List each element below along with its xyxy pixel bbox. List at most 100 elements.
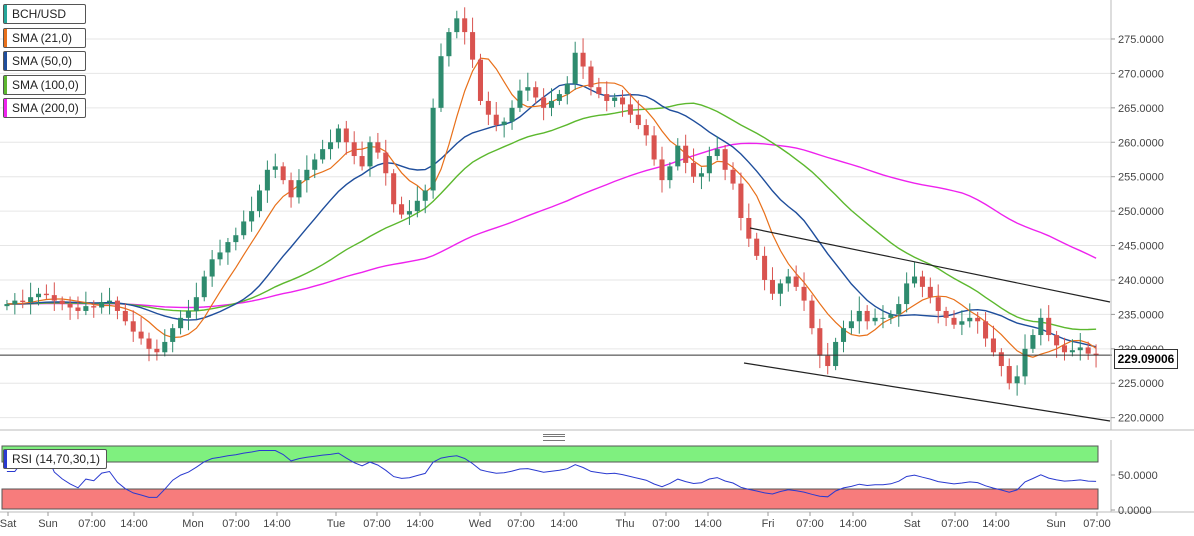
candle-body xyxy=(296,180,302,198)
candle-body xyxy=(4,304,10,307)
candle-body xyxy=(241,221,247,236)
candle-body xyxy=(1069,350,1075,353)
price-tick-label: 255.0000 xyxy=(1118,172,1164,184)
time-tick-label: Sat xyxy=(904,518,921,530)
candle-body xyxy=(667,166,673,181)
candle-body xyxy=(1022,348,1028,377)
rsi-line xyxy=(6,450,1097,498)
time-tick-label: Sat xyxy=(0,518,16,530)
candle-body xyxy=(272,166,278,170)
candle-body xyxy=(193,297,199,311)
candle-body xyxy=(541,97,547,108)
time-tick-label: 07:00 xyxy=(507,518,535,530)
candle-body xyxy=(683,145,689,163)
legend-sma-200[interactable]: SMA (200,0) xyxy=(3,98,86,118)
candle-body xyxy=(762,255,768,280)
legend-sma-100[interactable]: SMA (100,0) xyxy=(3,74,86,95)
time-tick-label: Fri xyxy=(762,518,775,530)
pane-resize-handle[interactable] xyxy=(543,434,565,441)
candle-body xyxy=(51,295,57,301)
candle-body xyxy=(935,297,941,311)
price-tick-label: 225.0000 xyxy=(1118,378,1164,390)
legend-label: SMA (21,0) xyxy=(12,30,73,45)
legend-label: SMA (50,0) xyxy=(12,54,73,68)
time-tick-label: 07:00 xyxy=(78,518,106,530)
candle-body xyxy=(659,159,665,181)
candle-body xyxy=(785,276,791,284)
candle-body xyxy=(391,173,397,205)
candle-body xyxy=(75,307,81,311)
price-tick-label: 260.0000 xyxy=(1118,137,1164,149)
candle-body xyxy=(343,128,349,143)
candle-body xyxy=(462,18,468,33)
candle-body xyxy=(691,162,697,177)
candle-body xyxy=(651,135,657,160)
legend-sma-21[interactable]: SMA (21,0) xyxy=(3,27,86,48)
candle-body xyxy=(675,145,681,167)
candle-body xyxy=(627,104,633,115)
candle-body xyxy=(367,142,373,167)
candle-body xyxy=(114,300,120,311)
legend-swatch xyxy=(4,450,7,468)
candle-body xyxy=(1038,317,1044,336)
candle-body xyxy=(225,242,231,253)
candle-body xyxy=(754,238,760,256)
candle-body xyxy=(446,32,452,57)
candle-body xyxy=(983,321,989,339)
candle-body xyxy=(414,200,420,212)
candle-body xyxy=(1030,335,1036,349)
candle-body xyxy=(509,107,515,122)
candle-body xyxy=(698,173,704,177)
time-axis-ticks: Sat Sun 07:00 14:00 Mon 07:00 14:00 Tue 07:00 14:… xyxy=(0,512,1111,530)
candle-body xyxy=(422,190,428,201)
candle-body xyxy=(959,321,965,325)
legend-rsi[interactable]: RSI (14,70,30,1) xyxy=(3,449,108,469)
candle-body xyxy=(406,211,412,215)
candle-body xyxy=(706,156,712,174)
candle-body xyxy=(967,317,973,322)
time-tick-label: 14:00 xyxy=(982,518,1010,530)
time-tick-label: 14:00 xyxy=(839,518,867,530)
time-tick-label: 07:00 xyxy=(363,518,391,530)
legend-sma-50[interactable]: SMA (50,0) xyxy=(3,51,86,71)
candle-body xyxy=(12,300,18,305)
rsi-panel xyxy=(1,445,1099,510)
legend-swatch xyxy=(4,52,7,70)
candle-body xyxy=(375,142,381,153)
candle-body xyxy=(801,286,807,301)
candle-body xyxy=(217,252,223,260)
candle-body xyxy=(454,18,460,33)
candle-body xyxy=(809,300,815,329)
candle-body xyxy=(580,52,586,67)
descending-channel-lower xyxy=(743,362,1111,422)
candle-body xyxy=(730,169,736,184)
price-tick-label: 235.0000 xyxy=(1118,309,1164,321)
time-tick-label: 07:00 xyxy=(941,518,969,530)
candle-body xyxy=(840,328,847,342)
candle-body xyxy=(138,331,144,339)
candle-body xyxy=(817,328,823,356)
legend-swatch xyxy=(4,5,7,23)
time-tick-label: Sun xyxy=(1046,518,1066,530)
candle-body xyxy=(1014,376,1020,384)
time-tick-label: 14:00 xyxy=(263,518,291,530)
price-axis-ticks: 275.0000 270.0000 265.0000 260.0000 255.0000… xyxy=(1111,34,1164,425)
candle-body xyxy=(249,211,255,222)
legend-label: SMA (100,0) xyxy=(12,77,79,92)
rsi-tick-label: 50.0000 xyxy=(1118,470,1158,482)
candle-body xyxy=(872,317,878,322)
candle-body xyxy=(951,317,957,325)
legend-swatch xyxy=(4,99,7,117)
candle-body xyxy=(990,338,996,353)
legend-bch-usd[interactable]: BCH/USD xyxy=(3,4,86,24)
rsi-overbought-zone xyxy=(1,445,1099,463)
candle-body xyxy=(620,97,626,105)
candle-body xyxy=(399,204,405,215)
candle-body xyxy=(430,107,436,191)
candle-body xyxy=(59,300,65,305)
price-tick-label: 270.0000 xyxy=(1118,68,1164,80)
candle-body xyxy=(256,190,263,212)
price-tick-label: 275.0000 xyxy=(1118,34,1164,46)
candle-body xyxy=(170,328,176,342)
